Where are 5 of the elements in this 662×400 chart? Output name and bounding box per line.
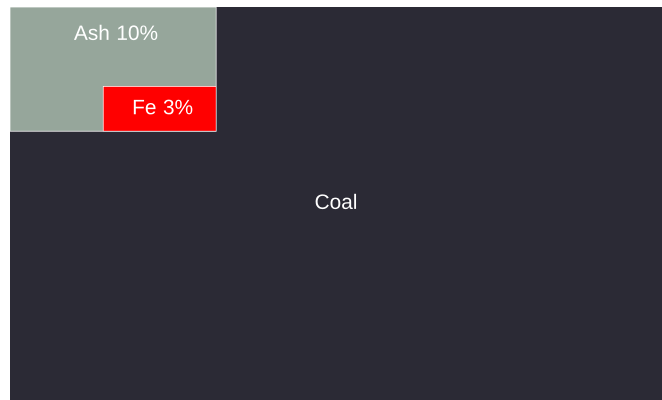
category-label: Fe — [134, 100, 156, 114]
category-label: Coal — [316, 194, 356, 210]
category-label: Ash — [74, 24, 108, 40]
data-label: 10% — [118, 25, 158, 40]
data-label: 3% — [164, 100, 192, 114]
